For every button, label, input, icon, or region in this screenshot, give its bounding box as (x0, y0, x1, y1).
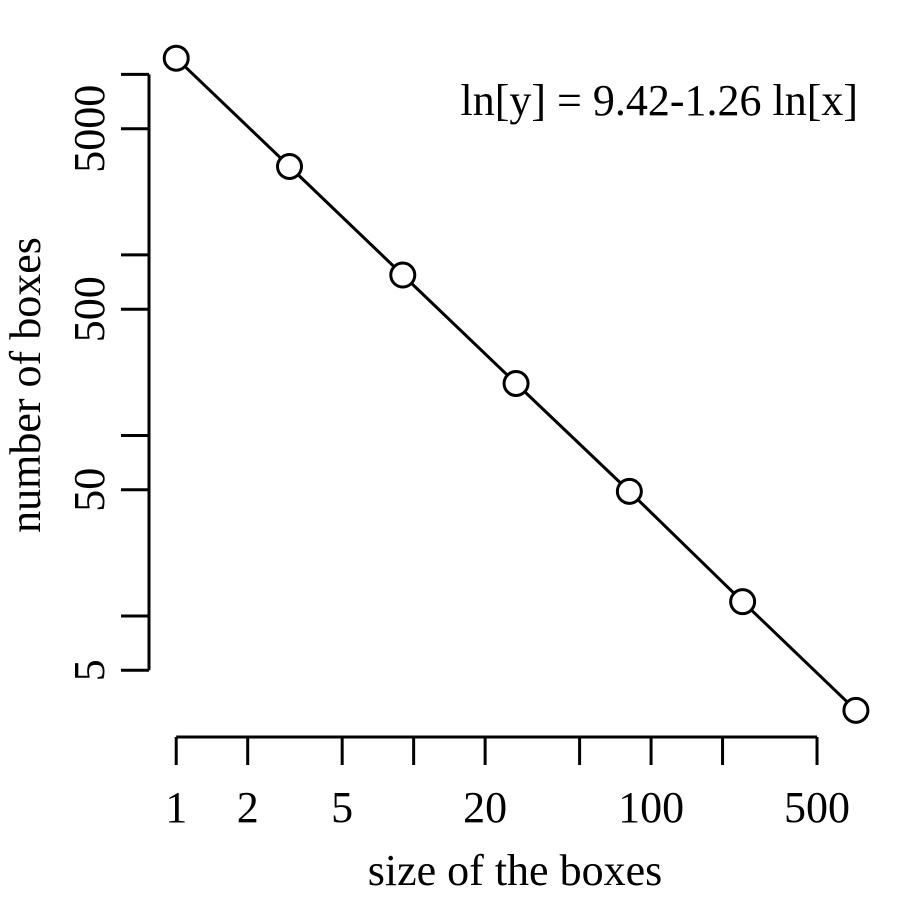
y-tick-label: 500 (65, 276, 114, 342)
x-tick-label: 20 (463, 783, 507, 832)
x-axis-label: size of the boxes (368, 846, 662, 895)
x-tick-label: 5 (331, 783, 353, 832)
data-point (729, 588, 757, 616)
x-tick-label: 100 (618, 783, 684, 832)
data-point (615, 477, 643, 505)
data-point (389, 261, 417, 289)
data-point (276, 152, 304, 180)
x-tick-label: 2 (237, 783, 259, 832)
annotation: ln[y] = 9.42-1.26 ln[x] (460, 76, 858, 125)
y-tick-label: 5000 (65, 85, 114, 173)
y-axis-label: number of boxes (1, 237, 50, 533)
y-tick-label: 5 (65, 659, 114, 681)
data-point (842, 696, 870, 724)
y-tick-label: 50 (65, 468, 114, 512)
data-point (162, 44, 190, 72)
x-tick-label: 1 (165, 783, 187, 832)
x-tick-label: 500 (784, 783, 850, 832)
data-point (502, 369, 530, 397)
